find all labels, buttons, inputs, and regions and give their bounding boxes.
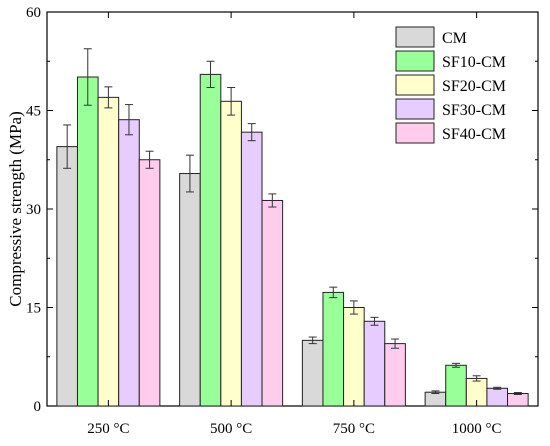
- y-tick-label: 45: [26, 104, 41, 120]
- bar-sf20-cm-1: [220, 100, 242, 407]
- bar-sf10-cm-3: [445, 364, 467, 407]
- x-tick-label: 500 °C: [210, 421, 252, 437]
- error-bars-group: [63, 48, 522, 396]
- bar-sf40-cm-1: [261, 199, 284, 407]
- legend: CM SF10-CM SF20-CM SF30-CM SF40-CM: [395, 26, 506, 144]
- y-axis: 0 15 30 45 60: [26, 5, 538, 415]
- bar-sf10-cm-2: [322, 291, 345, 407]
- bar-cm-3: [424, 391, 447, 407]
- bar-sf40-cm-0: [138, 159, 161, 407]
- x-tick-label: 750 °C: [333, 421, 375, 437]
- bar-sf30-cm-3: [486, 387, 509, 407]
- legend-swatch-sf30-cm: [395, 98, 435, 120]
- bars-group: [56, 73, 529, 407]
- bar-sf20-cm-2: [343, 307, 365, 407]
- legend-label-sf20-cm: SF20-CM: [442, 78, 506, 95]
- bar-sf10-cm-0: [76, 76, 99, 407]
- x-axis: 250 °C 500 °C 750 °C 1000 °C: [87, 12, 502, 437]
- legend-label-cm: CM: [442, 30, 467, 47]
- bar-sf20-cm-0: [97, 96, 120, 407]
- y-tick-label: 30: [26, 202, 41, 218]
- y-tick-label: 0: [34, 399, 42, 415]
- legend-label-sf10-cm: SF10-CM: [442, 54, 506, 71]
- legend-label-sf30-cm: SF30-CM: [442, 102, 506, 119]
- legend-swatch-cm: [395, 26, 435, 48]
- legend-swatch-sf40-cm: [395, 122, 435, 144]
- y-axis-title: Compressive strength (MPa): [6, 111, 25, 306]
- legend-swatch-sf20-cm: [395, 74, 435, 96]
- bar-sf40-cm-2: [384, 343, 406, 407]
- bar-sf30-cm-1: [240, 131, 263, 407]
- bar-sf10-cm-1: [199, 73, 222, 407]
- legend-swatch-sf10-cm: [395, 50, 435, 72]
- bar-sf30-cm-2: [363, 320, 386, 407]
- bar-cm-2: [301, 339, 324, 407]
- bar-cm-0: [56, 146, 78, 407]
- legend-label-sf40-cm: SF40-CM: [442, 126, 506, 143]
- bar-sf40-cm-3: [507, 393, 529, 407]
- x-tick-label: 250 °C: [87, 421, 129, 437]
- y-tick-label: 15: [26, 301, 41, 317]
- x-tick-label: 1000 °C: [452, 421, 502, 437]
- y-tick-label: 60: [26, 5, 41, 21]
- bar-cm-1: [179, 173, 201, 407]
- bar-sf30-cm-0: [118, 119, 140, 407]
